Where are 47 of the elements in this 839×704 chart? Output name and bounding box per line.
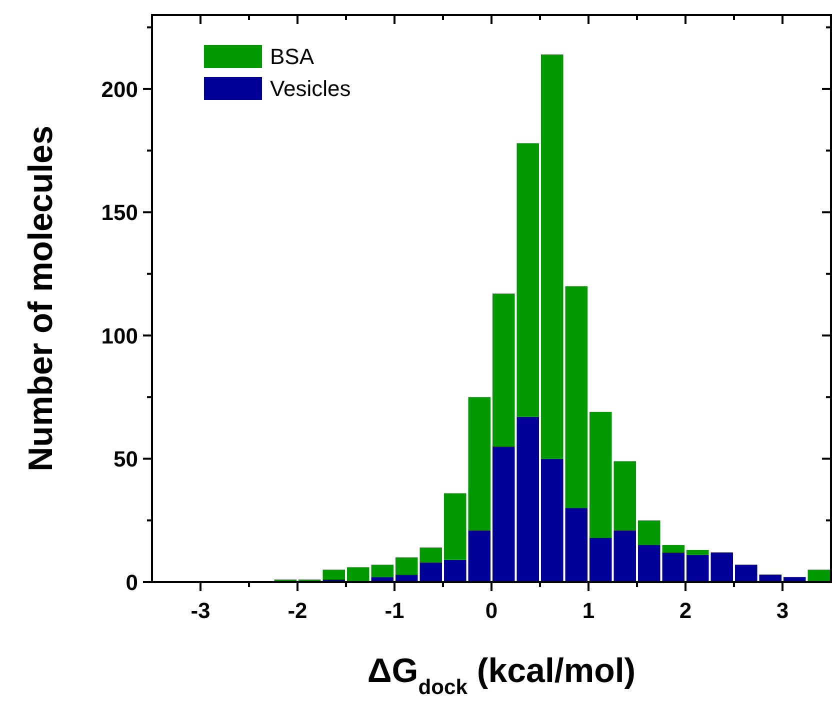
- legend-label: Vesicles: [270, 76, 351, 101]
- bar: [492, 446, 515, 582]
- bar: [541, 54, 564, 459]
- y-axis-title: Number of molecules: [22, 126, 60, 472]
- bar: [468, 530, 490, 582]
- x-axis-title: ΔG$_{dock}$ (kcal/mol): [367, 652, 636, 698]
- y-tick-label: 150: [101, 200, 138, 226]
- bar: [662, 545, 684, 552]
- bar: [444, 493, 466, 560]
- bar: [492, 294, 515, 446]
- bar: [735, 564, 758, 582]
- bar: [371, 564, 394, 578]
- x-tick-label: 3: [776, 598, 789, 623]
- x-tick-label: 0: [485, 598, 498, 623]
- bar: [468, 397, 490, 530]
- x-tick-label: -3: [190, 598, 210, 623]
- bar: [808, 570, 830, 582]
- bar: [614, 530, 636, 582]
- bar: [662, 552, 684, 582]
- x-tick-label: -1: [384, 598, 404, 623]
- bar: [686, 550, 709, 555]
- bar: [420, 547, 442, 562]
- x-tick-label: 1: [582, 598, 595, 623]
- bar: [590, 538, 612, 582]
- y-tick-label: 200: [101, 76, 138, 102]
- bar: [420, 562, 442, 582]
- x-tick-label: 2: [679, 598, 692, 623]
- bar: [541, 458, 564, 582]
- bar: [322, 570, 345, 580]
- x-tick-label: -2: [288, 598, 308, 623]
- bar: [516, 143, 539, 417]
- y-tick-label: 100: [101, 323, 138, 348]
- bar: [444, 560, 466, 582]
- bar: [638, 545, 660, 582]
- bar: [638, 520, 660, 546]
- bar: [347, 567, 370, 582]
- bar: [710, 552, 733, 582]
- bar: [396, 557, 418, 575]
- y-tick-label: 50: [114, 446, 138, 472]
- bar: [565, 508, 588, 582]
- legend-label: BSA: [270, 44, 314, 69]
- bar: [686, 554, 709, 582]
- bar: [614, 461, 636, 530]
- bar: [516, 416, 539, 582]
- y-tick-label: 0: [126, 570, 138, 595]
- bar: [565, 286, 588, 508]
- bar: [590, 412, 612, 538]
